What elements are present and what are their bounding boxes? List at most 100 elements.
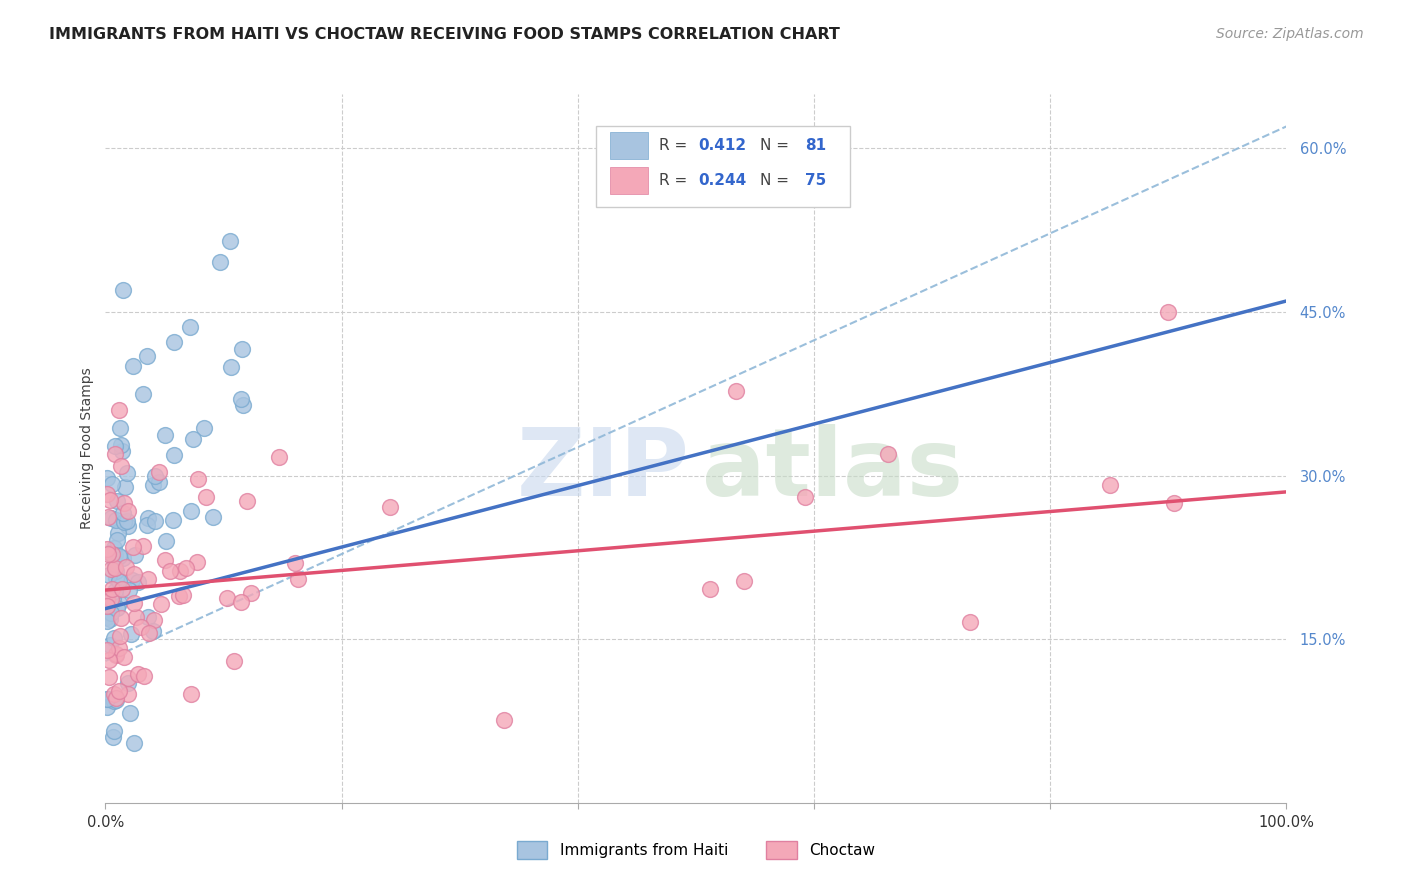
Point [138,626,160,640]
Text: IMMIGRANTS FROM HAITI VS CHOCTAW RECEIVING FOOD STAMPS CORRELATION CHART: IMMIGRANTS FROM HAITI VS CHOCTAW RECEIVI… [49,27,841,42]
Point [163,334,186,349]
Point [153,427,176,442]
Point [112,550,135,565]
Point [117,514,139,528]
Point [733,574,755,588]
Point [103,541,125,555]
Y-axis label: Receiving Food Stamps: Receiving Food Stamps [80,368,94,529]
Point [98,492,121,507]
Point [96,699,118,714]
Point [150,597,173,611]
Point [97,547,120,561]
Point [100,510,122,524]
Point [105,693,128,707]
Point [725,384,748,398]
Point [1163,496,1185,510]
FancyBboxPatch shape [596,126,849,207]
Point [115,467,138,481]
Point [107,526,129,541]
Point [101,731,124,745]
Point [112,649,135,664]
Point [378,500,401,514]
Point [110,438,132,452]
Point [180,503,202,517]
Point [97,691,120,706]
Point [112,506,135,520]
Point [135,517,157,532]
Point [98,612,121,626]
Point [97,653,120,667]
Point [1098,478,1121,492]
Point [127,575,149,590]
Point [236,494,259,508]
Point [124,548,146,562]
Point [115,560,138,574]
Point [122,736,145,750]
Point [104,548,127,562]
Point [127,667,149,681]
Point [97,510,120,524]
Point [120,626,142,640]
Point [105,564,128,578]
Point [181,432,204,446]
Point [267,450,290,464]
Point [101,476,124,491]
Point [121,573,143,587]
Point [100,592,122,607]
Point [107,596,129,610]
Point [110,582,132,596]
Point [229,595,252,609]
Point [143,613,166,627]
Point [108,640,131,655]
Point [107,403,129,417]
Point [153,553,176,567]
Point [104,571,127,585]
Point [96,592,118,607]
Point [105,533,128,547]
Point [145,468,167,483]
Point [129,620,152,634]
Point [194,490,217,504]
Point [96,614,118,628]
Point [172,588,194,602]
Point [219,234,242,248]
Point [159,564,181,578]
Point [163,448,186,462]
Point [162,512,184,526]
Point [136,511,159,525]
Point [103,694,125,708]
Point [107,549,129,564]
Text: atlas: atlas [702,424,963,516]
Point [180,688,202,702]
Text: 81: 81 [804,138,825,153]
Point [174,561,197,575]
Point [103,687,125,701]
Point [114,480,136,494]
Point [98,639,121,653]
Point [107,574,129,588]
Point [132,386,155,401]
Point [101,547,124,561]
Point [105,648,128,662]
Point [794,490,817,504]
Text: R =: R = [659,138,693,153]
Point [136,349,159,363]
Point [112,496,135,510]
Point [287,572,309,586]
Point [104,439,127,453]
Point [108,683,131,698]
Point [222,655,245,669]
Text: 75: 75 [804,173,825,188]
Point [117,518,139,533]
Point [143,514,166,528]
Point [104,557,127,571]
Point [122,567,145,582]
Point [142,624,165,638]
Bar [610,132,648,159]
Point [136,572,159,586]
Point [121,540,143,554]
Point [105,513,128,527]
Point [117,687,139,701]
Point [110,611,132,625]
Point [217,591,239,606]
